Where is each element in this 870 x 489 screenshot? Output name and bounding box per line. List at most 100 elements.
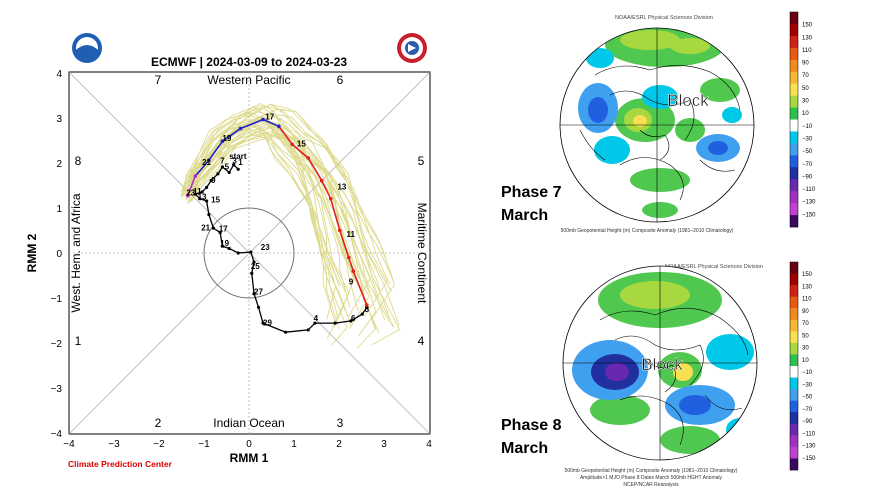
- colorbar-swatch: [790, 308, 798, 321]
- colorbar-tick-label: −50: [802, 395, 813, 401]
- y-tick: −3: [51, 384, 63, 395]
- forecast-point: [207, 158, 211, 163]
- observed-point: [232, 163, 236, 167]
- x-tick: −1: [198, 439, 210, 450]
- panel-label-line2: March: [501, 440, 548, 457]
- colorbar-tick-label: 30: [802, 346, 809, 352]
- observed-day-label: 17: [219, 225, 228, 234]
- colorbar-swatch: [790, 155, 798, 168]
- colorbar-swatch: [790, 203, 798, 216]
- ensemble-member-line: [191, 135, 376, 349]
- x-tick: 1: [291, 439, 297, 450]
- forecast-point: [261, 117, 265, 122]
- colorbar-swatch: [790, 23, 798, 37]
- colorbar-swatch: [790, 435, 798, 448]
- forecast-point: [290, 142, 295, 147]
- observed-point: [227, 246, 231, 251]
- colorbar-swatch: [790, 131, 798, 144]
- colorbar-tick-label: 90: [802, 309, 809, 315]
- x-tick: 4: [426, 439, 432, 450]
- phase-number-7: 7: [155, 73, 162, 87]
- observed-point: [306, 328, 310, 332]
- colorbar-tick-label: 150: [802, 23, 813, 29]
- observed-day-label: 9: [211, 176, 216, 185]
- ensemble-member-line: [188, 111, 355, 319]
- colorbar-tick-label: −90: [802, 419, 813, 425]
- map-header: NOAA/ESRL Physical Sciences Division: [615, 15, 713, 21]
- y-tick: −2: [51, 339, 63, 350]
- observed-point: [349, 319, 353, 323]
- colorbar-tick-label: 70: [802, 321, 809, 327]
- colorbar-tick-label: −110: [802, 431, 816, 437]
- colorbar-tick-label: 30: [802, 99, 809, 105]
- observed-point: [220, 165, 225, 169]
- forecast-point: [185, 193, 190, 198]
- region-label-top: Western Pacific: [207, 73, 290, 87]
- colorbar-tick-label: 110: [802, 48, 812, 54]
- colorbar-swatch: [790, 107, 798, 120]
- y-tick: 0: [56, 249, 62, 260]
- forecast-day-label: 21: [202, 158, 211, 167]
- observed-point: [193, 192, 197, 196]
- colorbar-outline: [789, 261, 799, 471]
- colorbar-tick-label: 50: [802, 86, 809, 92]
- colorbar-tick-label: −150: [802, 456, 816, 462]
- x-tick: −3: [108, 439, 120, 450]
- region-label-left: West. Hem. and Africa: [69, 193, 83, 312]
- colorbar-swatch: [790, 400, 798, 413]
- observed-day-label: start: [229, 152, 247, 161]
- observed-point: [252, 292, 256, 296]
- forecast-point: [193, 174, 198, 178]
- forecast-point: [220, 139, 225, 144]
- observed-day-label: 27: [254, 288, 263, 297]
- colorbar-tick-label: −110: [802, 187, 816, 193]
- y-axis-label: RMM 2: [25, 233, 39, 272]
- ensemble-member-line: [186, 115, 351, 308]
- observed-day-label: 11: [193, 187, 202, 196]
- x-tick: 2: [336, 439, 342, 450]
- colorbar-tick-label: −90: [802, 174, 813, 180]
- forecast-point: [306, 156, 310, 160]
- forecast-point: [337, 228, 342, 233]
- y-tick: 2: [56, 159, 62, 170]
- colorbar-swatch: [790, 366, 798, 378]
- observed-point: [236, 251, 240, 255]
- colorbar-phase-8: 150 130 110 90 70 50 30 10 −10 −30 −50 −70 −90 −110 −1…: [789, 261, 816, 471]
- colorbar-tick-label: 70: [802, 73, 809, 79]
- forecast-point: [238, 126, 243, 131]
- forecast-point: [277, 124, 281, 129]
- colorbar-tick-label: −10: [802, 370, 813, 376]
- observed-point: [220, 244, 225, 248]
- observed-day-label: 19: [220, 239, 229, 248]
- colorbar-tick-label: 90: [802, 61, 809, 67]
- map-panel-phase-8: NOAA/ESRL Physical Sciences Division: [501, 264, 763, 488]
- panel-label-line1: Phase 7: [501, 184, 562, 201]
- forecast-point: [319, 178, 324, 183]
- credit-label: Climate Prediction Center: [68, 459, 173, 469]
- forecast-day-label: 19: [222, 134, 231, 143]
- phase-number-1: 1: [75, 334, 82, 348]
- observed-day-label: 6: [351, 314, 356, 323]
- ensemble-member-line: [186, 104, 388, 317]
- colorbar-swatch: [790, 167, 798, 180]
- observed-point: [227, 170, 231, 175]
- x-tick: −4: [63, 439, 75, 450]
- observed-point: [333, 321, 337, 325]
- observed-point: [360, 312, 364, 316]
- ensemble-member-line: [182, 118, 350, 328]
- phase-numbers: 1 2 3 4 5 6 7 8: [75, 73, 425, 430]
- chart-title: ECMWF | 2024-03-09 to 2024-03-23: [151, 55, 347, 69]
- forecast-day-label: 17: [265, 113, 274, 122]
- colorbar-swatch: [790, 389, 798, 401]
- phase-number-2: 2: [155, 416, 162, 430]
- ensemble-member-line: [186, 115, 370, 293]
- colorbar-tick-label: −10: [802, 124, 813, 130]
- forecast-day-label: 11: [347, 230, 356, 239]
- observed-point: [205, 199, 209, 203]
- colorbar-swatch: [790, 47, 798, 61]
- x-tick-labels: −4 −3 −2 −1 0 1 2 3 4: [63, 439, 432, 450]
- x-tick: 0: [246, 439, 252, 450]
- observed-day-label: 21: [201, 223, 210, 232]
- colorbar-tick-label: 130: [802, 284, 813, 290]
- forecast-mean-segment-2: [194, 118, 280, 177]
